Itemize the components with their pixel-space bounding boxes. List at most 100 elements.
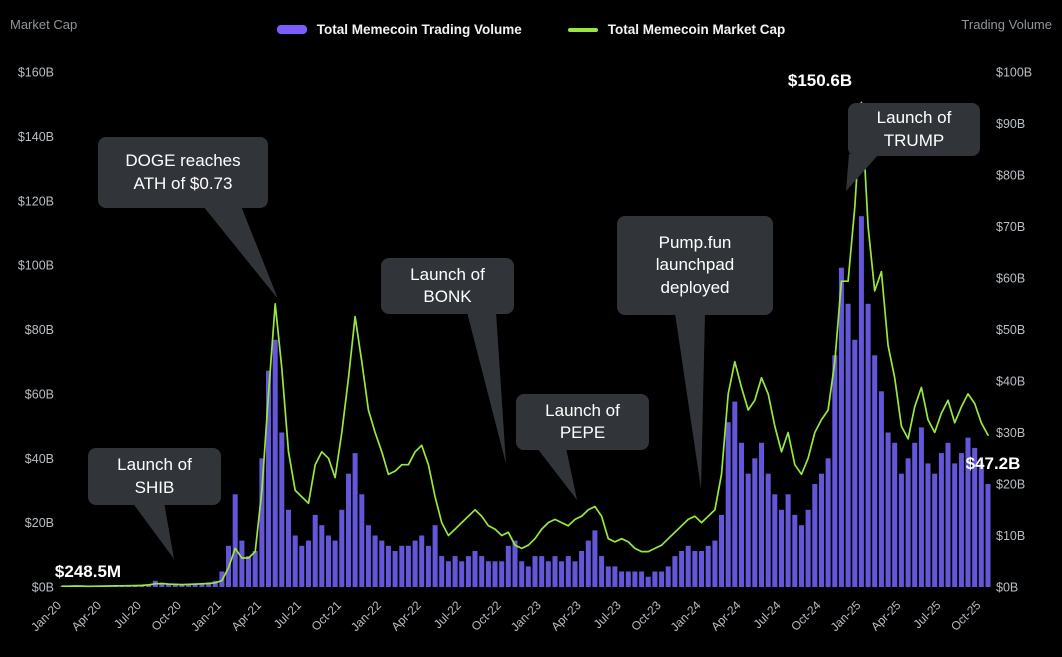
annotation-tail-launch-of-bonk	[467, 312, 506, 464]
volume-bar	[445, 561, 451, 588]
x-axis-tick: Jan-25	[828, 598, 864, 634]
volume-bar	[878, 391, 884, 587]
volume-bar	[858, 216, 864, 587]
left-axis-tick: $120B	[18, 194, 54, 208]
volume-bar	[585, 540, 591, 587]
volume-bar	[479, 556, 485, 587]
left-axis-title: Market Cap	[10, 17, 78, 32]
chart-legend: Total Memecoin Trading Volume Total Meme…	[0, 22, 1062, 37]
volume-bar	[805, 509, 811, 588]
volume-bar	[432, 525, 438, 587]
volume-bar	[699, 551, 704, 587]
volume-bar	[712, 540, 718, 587]
volume-bar	[552, 556, 558, 587]
market-cap-swatch-icon	[567, 27, 598, 32]
volume-bar	[612, 566, 618, 587]
volume-bar	[978, 463, 984, 587]
volume-bar	[752, 458, 758, 588]
volume-bar	[632, 571, 638, 587]
volume-bar	[292, 535, 298, 587]
volume-bar	[932, 473, 938, 587]
volume-bar	[346, 473, 351, 587]
volume-bar	[199, 582, 205, 587]
volume-bar	[652, 571, 658, 587]
volume-bar	[692, 551, 698, 587]
volume-bar	[312, 514, 318, 587]
annotation-tail-launch-of-trump	[846, 154, 879, 191]
annotation-doge-ath: DOGE reaches ATH of $0.73	[98, 137, 268, 208]
volume-bar	[132, 586, 138, 587]
left-axis-tick: $0B	[32, 581, 54, 595]
volume-bar	[685, 545, 691, 587]
volume-bar	[725, 422, 731, 587]
volume-bar	[645, 576, 651, 587]
x-axis-tick: Apr-24	[708, 598, 744, 634]
left-axis-tick: $60B	[25, 387, 54, 401]
volume-bar	[965, 437, 971, 587]
x-axis-tick: Jul-23	[591, 598, 624, 631]
market-cap-line	[61, 101, 989, 588]
left-axis-tick: $80B	[25, 323, 54, 337]
volume-bar	[539, 556, 545, 587]
x-axis-tick: Oct-24	[788, 598, 824, 634]
volume-bar	[672, 556, 678, 587]
legend-label-trading-volume: Total Memecoin Trading Volume	[316, 22, 522, 37]
volume-bar	[326, 535, 331, 587]
volume-bar	[745, 473, 751, 587]
right-axis-title: Trading Volume	[961, 17, 1052, 32]
volume-bar	[172, 584, 178, 587]
volume-bar	[865, 303, 871, 588]
volume-bar	[619, 571, 625, 587]
volume-bar	[306, 540, 311, 587]
volume-bar	[665, 566, 671, 587]
volume-bar	[272, 339, 278, 587]
volume-bar	[499, 561, 505, 588]
volume-bar	[352, 453, 358, 587]
value-label-end-market-cap: $47.2B	[966, 454, 1021, 473]
volume-bar	[545, 561, 551, 588]
volume-bar	[319, 525, 325, 587]
volume-bar	[186, 584, 192, 587]
annotation-launch-of-trump: Launch of TRUMP	[848, 103, 980, 156]
volume-bar	[299, 545, 305, 587]
annotation-launch-of-bonk: Launch of BONK	[381, 258, 514, 314]
annotation-tail-pumpfun-deployed	[675, 313, 705, 489]
value-label-peak-market-cap: $150.6B	[788, 71, 852, 90]
right-axis-tick: $50B	[996, 323, 1025, 337]
volume-bar	[206, 582, 212, 587]
volume-bar	[559, 561, 565, 588]
left-axis-tick: $40B	[25, 452, 54, 466]
volume-bar	[938, 453, 944, 587]
volume-bar	[212, 580, 218, 587]
right-axis-tick: $100B	[996, 66, 1032, 80]
volume-bar	[898, 473, 904, 587]
volume-bar	[179, 584, 185, 587]
left-axis-tick: $140B	[18, 130, 54, 144]
volume-bar	[565, 556, 571, 587]
volume-bar	[625, 571, 631, 587]
x-axis-tick: Oct-22	[468, 598, 504, 634]
volume-bar	[925, 463, 931, 587]
volume-bar	[372, 535, 378, 587]
annotation-tail-launch-of-shib	[132, 502, 174, 559]
volume-bar	[872, 355, 878, 588]
annotation-pumpfun-deployed: Pump.fun launchpad deployed	[617, 216, 773, 315]
volume-bar	[845, 303, 851, 588]
volume-bar	[332, 540, 338, 587]
x-axis-tick: Oct-21	[309, 598, 345, 634]
volume-bar	[985, 484, 991, 587]
volume-bar	[579, 551, 585, 587]
left-axis-tick: $160B	[18, 66, 54, 80]
volume-bar	[892, 442, 898, 587]
x-axis-tick: Jul-25	[911, 598, 944, 631]
volume-bar	[286, 509, 291, 588]
volume-bar	[419, 535, 425, 587]
volume-bar	[192, 583, 198, 587]
x-axis-tick: Oct-20	[149, 598, 185, 634]
x-axis-tick: Jan-23	[508, 598, 544, 634]
volume-bar	[532, 556, 538, 587]
volume-bar	[572, 561, 578, 588]
volume-bar	[705, 545, 711, 587]
volume-bars	[59, 216, 991, 588]
